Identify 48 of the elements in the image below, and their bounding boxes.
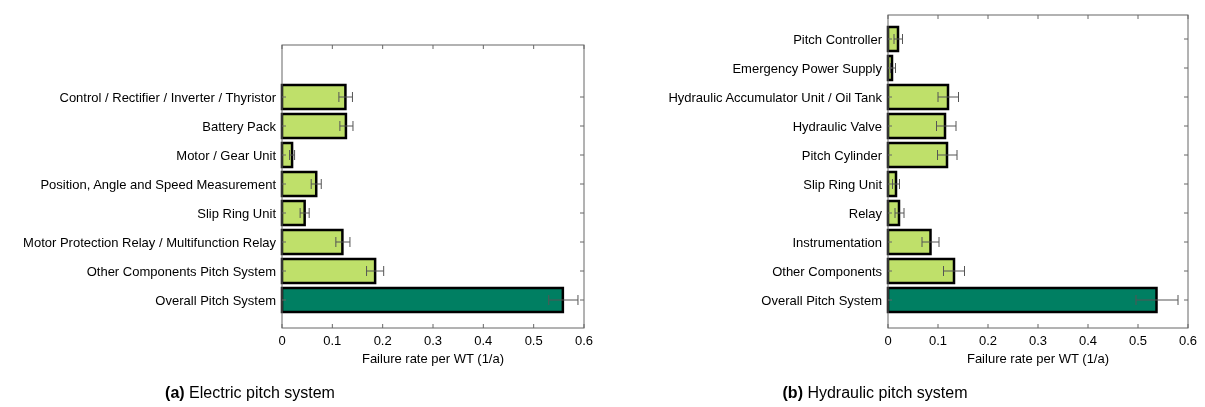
y-tick-label: Emergency Power Supply [732, 60, 883, 76]
x-tick-label: 0.3 [1028, 333, 1048, 348]
x-tick-label: 0.2 [373, 333, 392, 348]
y-tick-label: Slip Ring Unit [197, 205, 277, 221]
bar [280, 170, 318, 198]
bar [280, 112, 348, 140]
x-tick-label: 0.4 [1078, 333, 1098, 348]
x-tick-label: 0.5 [524, 333, 543, 348]
bar [280, 286, 565, 314]
y-tick-label: Other Components [772, 263, 883, 279]
x-tick-label: 0.1 [323, 333, 342, 348]
y-tick-label: Control / Rectifier / Inverter / Thyristor [59, 89, 277, 105]
x-axis-title: Failure rate per WT (1/a) [966, 351, 1110, 366]
y-tick-label: Slip Ring Unit [803, 176, 883, 192]
x-tick-label: 0 [884, 333, 892, 348]
x-tick-label: 0.2 [978, 333, 998, 348]
bar [886, 257, 956, 285]
x-tick-label: 0.3 [423, 333, 443, 348]
y-tick-label: Overall Pitch System [155, 292, 276, 308]
x-tick-label: 0.5 [1128, 333, 1148, 348]
bar [280, 257, 377, 285]
text: (a) Electric pitch system [165, 384, 335, 401]
y-tick-label: Pitch Cylinder [801, 147, 883, 163]
y-tick-label: Position, Angle and Speed Measurement [40, 176, 277, 192]
bar [886, 286, 1158, 314]
y-tick-label: Hydraulic Accumulator Unit / Oil Tank [668, 89, 883, 105]
y-tick-label: Motor / Gear Unit [176, 147, 277, 163]
y-tick-label: Other Components Pitch System [86, 263, 276, 279]
x-tick-label: 0.6 [1178, 333, 1198, 348]
bar [280, 83, 347, 111]
y-tick-label: Pitch Controller [793, 31, 883, 47]
x-tick-label: 0 [278, 333, 286, 348]
y-tick-label: Overall Pitch System [761, 292, 882, 308]
x-axis-title: Failure rate per WT (1/a) [361, 351, 505, 366]
y-tick-label: Instrumentation [792, 234, 882, 250]
bar [280, 228, 344, 256]
y-tick-label: Battery Pack [202, 118, 277, 134]
y-tick-label: Motor Protection Relay / Multifunction Relay [23, 234, 277, 250]
x-tick-label: 0.4 [474, 333, 493, 348]
bar [886, 112, 947, 140]
bar [886, 228, 932, 256]
x-tick-label: 0.6 [574, 333, 594, 348]
text: (b) Hydraulic pitch system [782, 384, 968, 401]
x-tick-label: 0.1 [928, 333, 948, 348]
bar [886, 141, 949, 169]
bar [886, 83, 950, 111]
y-tick-label: Relay [848, 205, 883, 221]
y-tick-label: Hydraulic Valve [792, 118, 882, 134]
